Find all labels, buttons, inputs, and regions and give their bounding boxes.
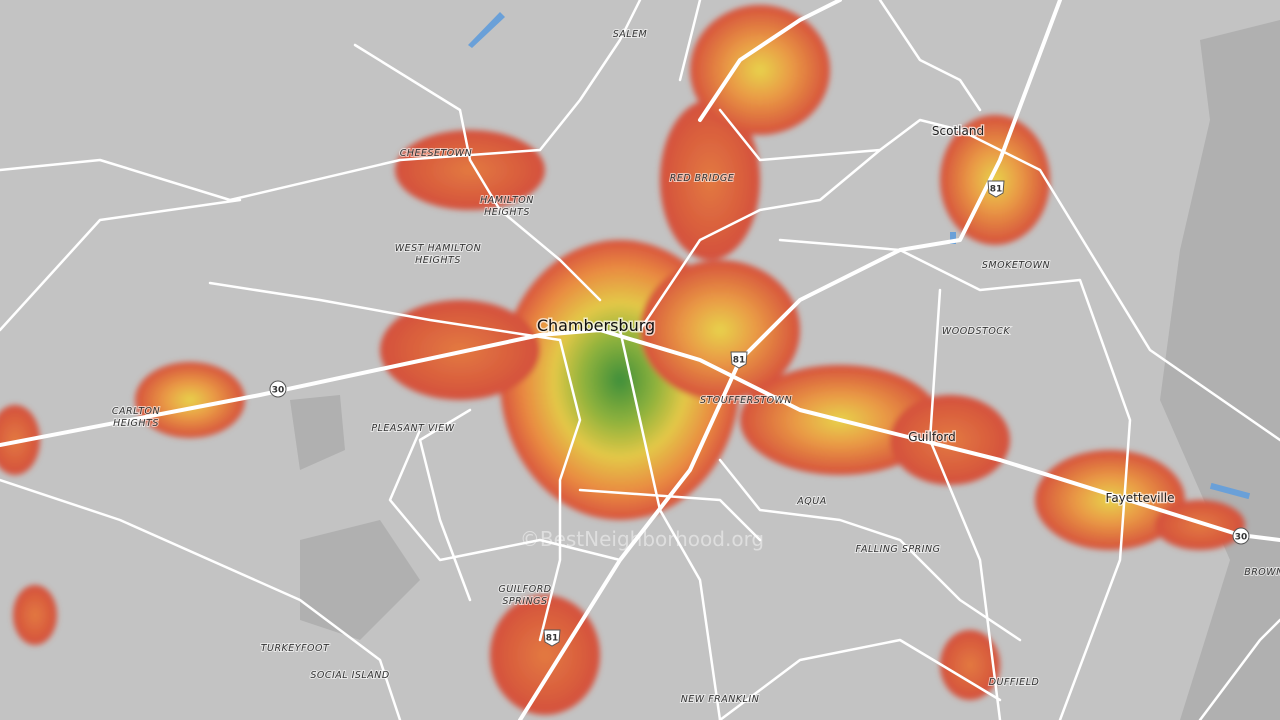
- city-label: Chambersburg: [537, 316, 655, 335]
- route-shield: 81: [730, 351, 748, 369]
- place-labels: SALEM CHEESETOWN HAMILTON HEIGHTS RED BR…: [111, 28, 1280, 706]
- heatmap: [0, 5, 1245, 715]
- route-number: 30: [1235, 533, 1248, 543]
- route-number: 81: [733, 356, 746, 366]
- terrain: [290, 20, 1280, 720]
- route-number: 81: [990, 185, 1003, 195]
- route-shields: 30 30 81 81 81: [269, 180, 1250, 647]
- place-label: TURKEYFOOT: [261, 643, 330, 654]
- place-label: BROWN: [1244, 567, 1280, 578]
- place-label: SMOKETOWN: [982, 260, 1050, 271]
- place-label: STOUFFERSTOWN: [700, 395, 792, 406]
- place-label: CARLTON: [112, 406, 160, 417]
- place-label: NEW FRANKLIN: [681, 694, 760, 705]
- place-label: SPRINGS: [502, 596, 547, 607]
- place-label: FALLING SPRING: [856, 544, 941, 555]
- place-label: PLEASANT VIEW: [371, 423, 454, 434]
- place-label: HAMILTON: [480, 195, 534, 206]
- place-label: SOCIAL ISLAND: [310, 670, 389, 681]
- route-number: 30: [272, 386, 285, 396]
- place-label: HEIGHTS: [113, 418, 159, 429]
- place-label: Scotland: [932, 124, 984, 138]
- place-label: CHEESETOWN: [400, 148, 473, 159]
- place-label: RED BRIDGE: [670, 173, 735, 184]
- place-label: WOODSTOCK: [942, 326, 1011, 337]
- place-label: AQUA: [796, 496, 826, 507]
- place-label: Fayetteville: [1106, 491, 1175, 505]
- route-shield: 30: [1232, 527, 1250, 545]
- place-label: DUFFIELD: [989, 677, 1040, 688]
- route-shield: 81: [987, 180, 1005, 198]
- place-label: HEIGHTS: [415, 255, 461, 266]
- water: [468, 12, 1251, 500]
- route-shield: 81: [543, 629, 561, 647]
- place-label: GUILFORD: [498, 584, 551, 595]
- place-label: Guilford: [908, 430, 955, 444]
- place-label: HEIGHTS: [484, 207, 530, 218]
- watermark: ©BestNeighborhood.org: [520, 527, 764, 551]
- route-shield: 30: [269, 380, 287, 398]
- place-label: WEST HAMILTON: [395, 243, 481, 254]
- place-label: SALEM: [613, 29, 648, 40]
- route-number: 81: [546, 634, 559, 644]
